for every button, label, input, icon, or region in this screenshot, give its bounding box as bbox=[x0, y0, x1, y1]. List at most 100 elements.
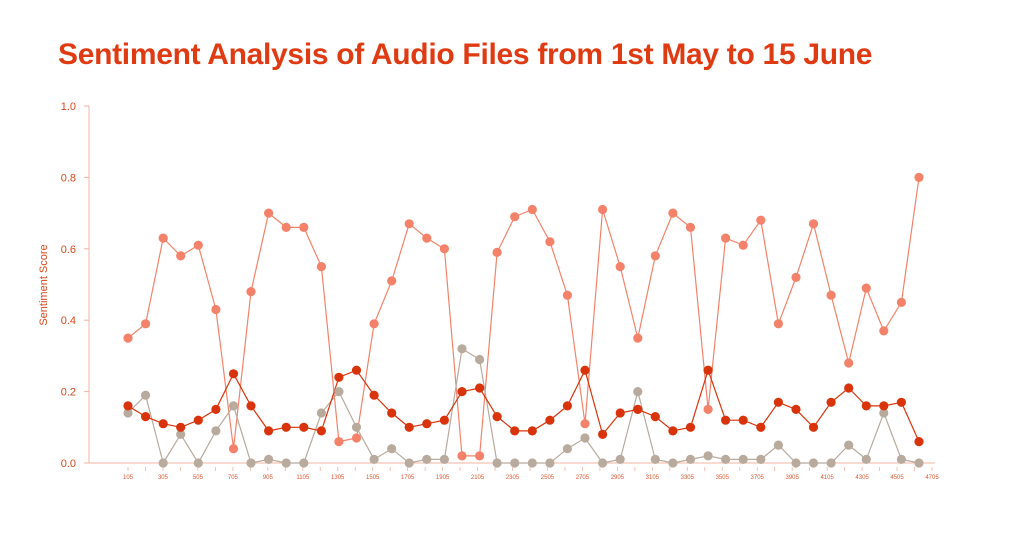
series-1-point bbox=[351, 433, 362, 443]
series-3-point bbox=[685, 422, 696, 432]
x-tick-label: 2705 bbox=[576, 475, 590, 481]
x-tick-label: 4505 bbox=[890, 475, 904, 481]
series-2-point bbox=[334, 387, 344, 397]
x-tick-label: 705 bbox=[228, 475, 239, 481]
y-axis-title: Sentiment Score bbox=[38, 244, 50, 325]
series-3-point bbox=[791, 404, 801, 414]
series-3-point bbox=[264, 426, 274, 436]
series-2-point bbox=[457, 344, 467, 354]
series-2-point bbox=[176, 429, 186, 439]
series-2-point bbox=[158, 458, 168, 468]
y-tick-label: 1.0 bbox=[61, 101, 76, 113]
y-tick-label: 0.8 bbox=[61, 172, 76, 184]
x-tick-label: 2105 bbox=[471, 475, 485, 481]
series-2-point bbox=[422, 454, 432, 464]
x-tick-label: 905 bbox=[263, 475, 274, 481]
x-axis-labels: 105 305 505 705 905 1105 1305 1505 1705 1905 2105 2… bbox=[123, 475, 939, 481]
series-3-point bbox=[404, 422, 414, 432]
series-3-point bbox=[826, 397, 836, 407]
series-1-point bbox=[826, 290, 836, 300]
x-tick-label: 505 bbox=[193, 475, 204, 481]
x-tick-label: 2305 bbox=[506, 475, 520, 481]
series-2-point bbox=[228, 401, 239, 411]
x-tick-label: 3905 bbox=[785, 475, 799, 481]
series-2-point bbox=[703, 451, 713, 461]
series-3-point bbox=[896, 397, 907, 407]
series-2-point bbox=[246, 458, 256, 468]
series-1-point bbox=[896, 297, 907, 307]
series-3-point bbox=[861, 401, 871, 411]
series-3-point bbox=[721, 415, 731, 425]
series-3-point bbox=[756, 422, 766, 432]
series-3-point bbox=[580, 365, 590, 375]
y-axis-labels: 0.0 0.2 0.4 0.6 0.8 1.0 bbox=[61, 101, 76, 470]
series-3-point bbox=[615, 408, 625, 418]
series-1-point bbox=[141, 319, 151, 329]
series-1-point bbox=[404, 219, 414, 229]
series-1-point bbox=[246, 287, 256, 297]
series-1-point bbox=[545, 237, 555, 247]
series-1-point bbox=[703, 404, 713, 414]
series-1-point bbox=[721, 233, 731, 243]
y-tick-label: 0.2 bbox=[61, 387, 76, 399]
series-2-point bbox=[773, 440, 784, 450]
series-3-point bbox=[668, 426, 678, 436]
series-3-point bbox=[562, 401, 573, 411]
series-3-point bbox=[141, 412, 151, 422]
series-2-point bbox=[826, 458, 836, 468]
series-2-point bbox=[896, 454, 907, 464]
series-2-point bbox=[738, 454, 748, 464]
series-2-point bbox=[475, 354, 485, 365]
series-2-point bbox=[756, 454, 766, 464]
series-1-point bbox=[334, 437, 344, 447]
series-2-point bbox=[211, 426, 221, 436]
series-3-line bbox=[127, 368, 920, 442]
series-3-point bbox=[211, 404, 221, 414]
series-3-point bbox=[457, 387, 467, 397]
series-1-point bbox=[492, 247, 502, 257]
series-3-point bbox=[246, 401, 256, 411]
series-2-point bbox=[193, 458, 203, 468]
series-1-point bbox=[773, 319, 784, 329]
x-tick-label: 2505 bbox=[541, 475, 555, 481]
series-1-point bbox=[738, 240, 748, 250]
series-1-point bbox=[176, 251, 186, 261]
series-1-point bbox=[510, 212, 520, 222]
x-tick-label: 1105 bbox=[296, 475, 310, 481]
chart-title: Sentiment Analysis of Audio Files from 1… bbox=[58, 38, 873, 71]
series-2-point bbox=[668, 458, 678, 468]
series-2-point bbox=[404, 458, 414, 468]
x-tick-label: 105 bbox=[123, 475, 134, 481]
series-1-point bbox=[650, 251, 660, 261]
series-3-point bbox=[193, 415, 203, 425]
series-2-point bbox=[527, 458, 537, 468]
series-1-point bbox=[527, 204, 537, 215]
series-3-point bbox=[176, 422, 186, 432]
x-tick-label: 3105 bbox=[646, 475, 660, 481]
series-2-point bbox=[808, 458, 819, 468]
series-1-point bbox=[228, 444, 239, 454]
series-2-point bbox=[562, 444, 573, 454]
series-3-point bbox=[422, 419, 432, 429]
series-3-point bbox=[598, 429, 608, 439]
x-tick-label: 1305 bbox=[331, 475, 345, 481]
series-2-point bbox=[721, 454, 731, 464]
series-1-point bbox=[668, 208, 678, 218]
series-1-point bbox=[580, 419, 590, 429]
series-1-point bbox=[123, 333, 133, 343]
series-2-point bbox=[791, 458, 801, 468]
series-1-point bbox=[264, 208, 274, 218]
series-3-point bbox=[281, 422, 291, 432]
series-1-line bbox=[127, 177, 920, 457]
x-tick-label: 1505 bbox=[366, 475, 380, 481]
series-3-point bbox=[475, 383, 485, 393]
x-tick-label: 305 bbox=[158, 475, 169, 481]
series-2-point bbox=[545, 458, 555, 468]
series-1-point bbox=[369, 319, 379, 329]
series-points bbox=[123, 172, 924, 468]
series-1-point bbox=[756, 215, 766, 225]
series-2-point bbox=[264, 454, 274, 464]
series-3-point bbox=[439, 415, 449, 425]
series-3-point bbox=[351, 365, 362, 375]
